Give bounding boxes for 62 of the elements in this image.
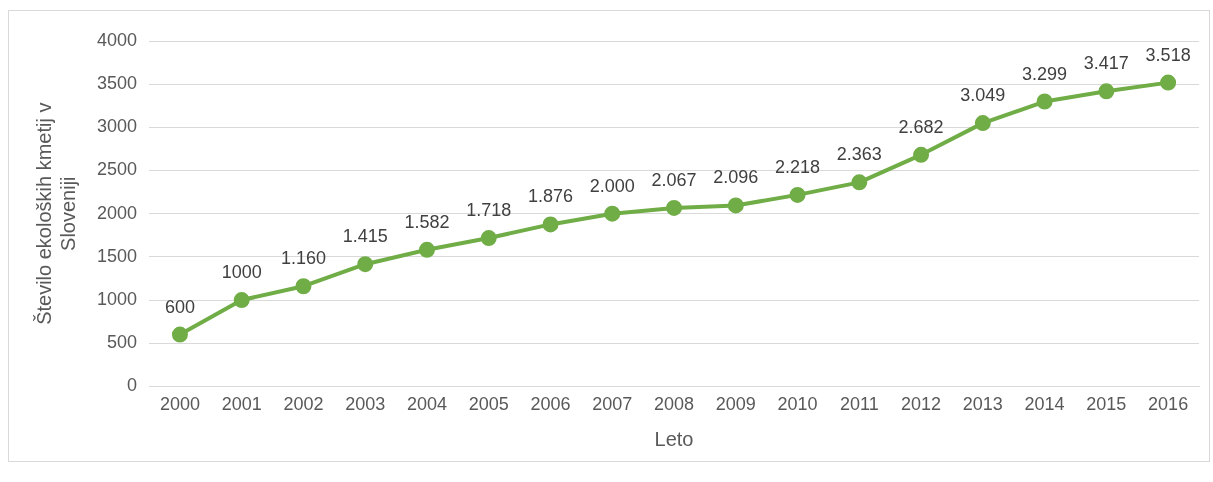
x-tick-label: 2012 bbox=[901, 394, 942, 415]
x-tick-label: 2001 bbox=[221, 394, 262, 415]
point bbox=[418, 241, 435, 258]
x-tick-label: 2011 bbox=[839, 394, 879, 415]
data-label: 1.582 bbox=[404, 211, 450, 232]
data-label: 2.682 bbox=[898, 116, 944, 137]
point bbox=[913, 146, 930, 163]
x-tick-label: 2004 bbox=[406, 394, 447, 415]
point bbox=[789, 186, 806, 203]
point bbox=[974, 115, 991, 132]
data-label: 600 bbox=[164, 296, 195, 317]
x-tick-label: 2006 bbox=[530, 394, 571, 415]
point bbox=[171, 326, 188, 343]
point bbox=[727, 197, 744, 214]
x-tick-label: 2010 bbox=[777, 394, 818, 415]
point bbox=[1098, 83, 1115, 100]
data-label: 3.417 bbox=[1083, 53, 1129, 74]
data-label: 3.518 bbox=[1145, 44, 1191, 65]
y-tick-label: 2500 bbox=[97, 159, 138, 180]
x-axis-title: Leto bbox=[654, 427, 694, 450]
data-label: 1.718 bbox=[466, 200, 512, 221]
y-tick-label: 4000 bbox=[97, 29, 138, 50]
data-label: 2.363 bbox=[836, 144, 882, 165]
x-tick-label: 2014 bbox=[1024, 394, 1065, 415]
y-axis-title: Število ekoloških kmetij v Sloveniji bbox=[32, 102, 79, 325]
data-label: 3.049 bbox=[960, 85, 1006, 106]
x-tick-label: 2015 bbox=[1086, 394, 1127, 415]
point bbox=[1036, 93, 1053, 110]
x-tick-label: 2002 bbox=[283, 394, 324, 415]
y-tick-label: 3000 bbox=[97, 116, 138, 137]
data-label: 2.096 bbox=[713, 167, 759, 188]
y-tick-label: 1500 bbox=[97, 245, 138, 266]
data-label: 1.160 bbox=[280, 248, 326, 269]
x-tick-label: 2013 bbox=[962, 394, 1003, 415]
data-label: 2.067 bbox=[651, 169, 697, 190]
x-tick-label: 2000 bbox=[159, 394, 200, 415]
point bbox=[480, 230, 497, 247]
point bbox=[233, 292, 250, 309]
data-label: 1.415 bbox=[342, 226, 388, 247]
x-tick-label: 2003 bbox=[345, 394, 386, 415]
data-label: 1.876 bbox=[527, 186, 574, 207]
x-tick-label: 2009 bbox=[715, 394, 756, 415]
point bbox=[666, 199, 683, 216]
point bbox=[1160, 74, 1177, 91]
x-tick-label: 2008 bbox=[654, 394, 695, 415]
data-label: 2.218 bbox=[775, 156, 821, 177]
data-label: 2.000 bbox=[589, 175, 635, 196]
x-tick-label: 2016 bbox=[1148, 394, 1189, 415]
y-tick-label: 3500 bbox=[97, 73, 138, 94]
y-tick-label: 2000 bbox=[97, 202, 138, 223]
point bbox=[295, 278, 312, 295]
point bbox=[357, 256, 374, 273]
point bbox=[542, 216, 559, 233]
data-label: 3.299 bbox=[1022, 63, 1068, 84]
data-label: 1000 bbox=[221, 262, 262, 283]
y-tick-label: 0 bbox=[127, 375, 138, 396]
point bbox=[604, 205, 621, 222]
x-tick-label: 2005 bbox=[468, 394, 509, 415]
point bbox=[851, 174, 868, 191]
y-tick-label: 500 bbox=[107, 332, 138, 353]
x-tick-label: 2007 bbox=[592, 394, 633, 415]
y-tick-label: 1000 bbox=[97, 289, 138, 310]
